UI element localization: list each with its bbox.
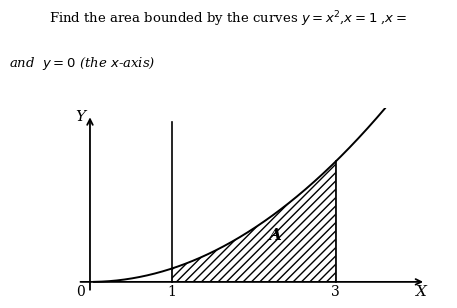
Text: Y: Y xyxy=(75,110,85,124)
Text: 3: 3 xyxy=(331,285,340,299)
Text: 1: 1 xyxy=(167,285,176,299)
Text: X: X xyxy=(416,285,427,299)
Text: Find the area bounded by the curves $y = x^2$,$x = 1$ ,$x =$: Find the area bounded by the curves $y =… xyxy=(49,9,408,29)
Text: A: A xyxy=(268,226,281,244)
Text: and  $y=0$ (the $x$-axis): and $y=0$ (the $x$-axis) xyxy=(9,55,156,72)
Text: 0: 0 xyxy=(76,285,85,299)
